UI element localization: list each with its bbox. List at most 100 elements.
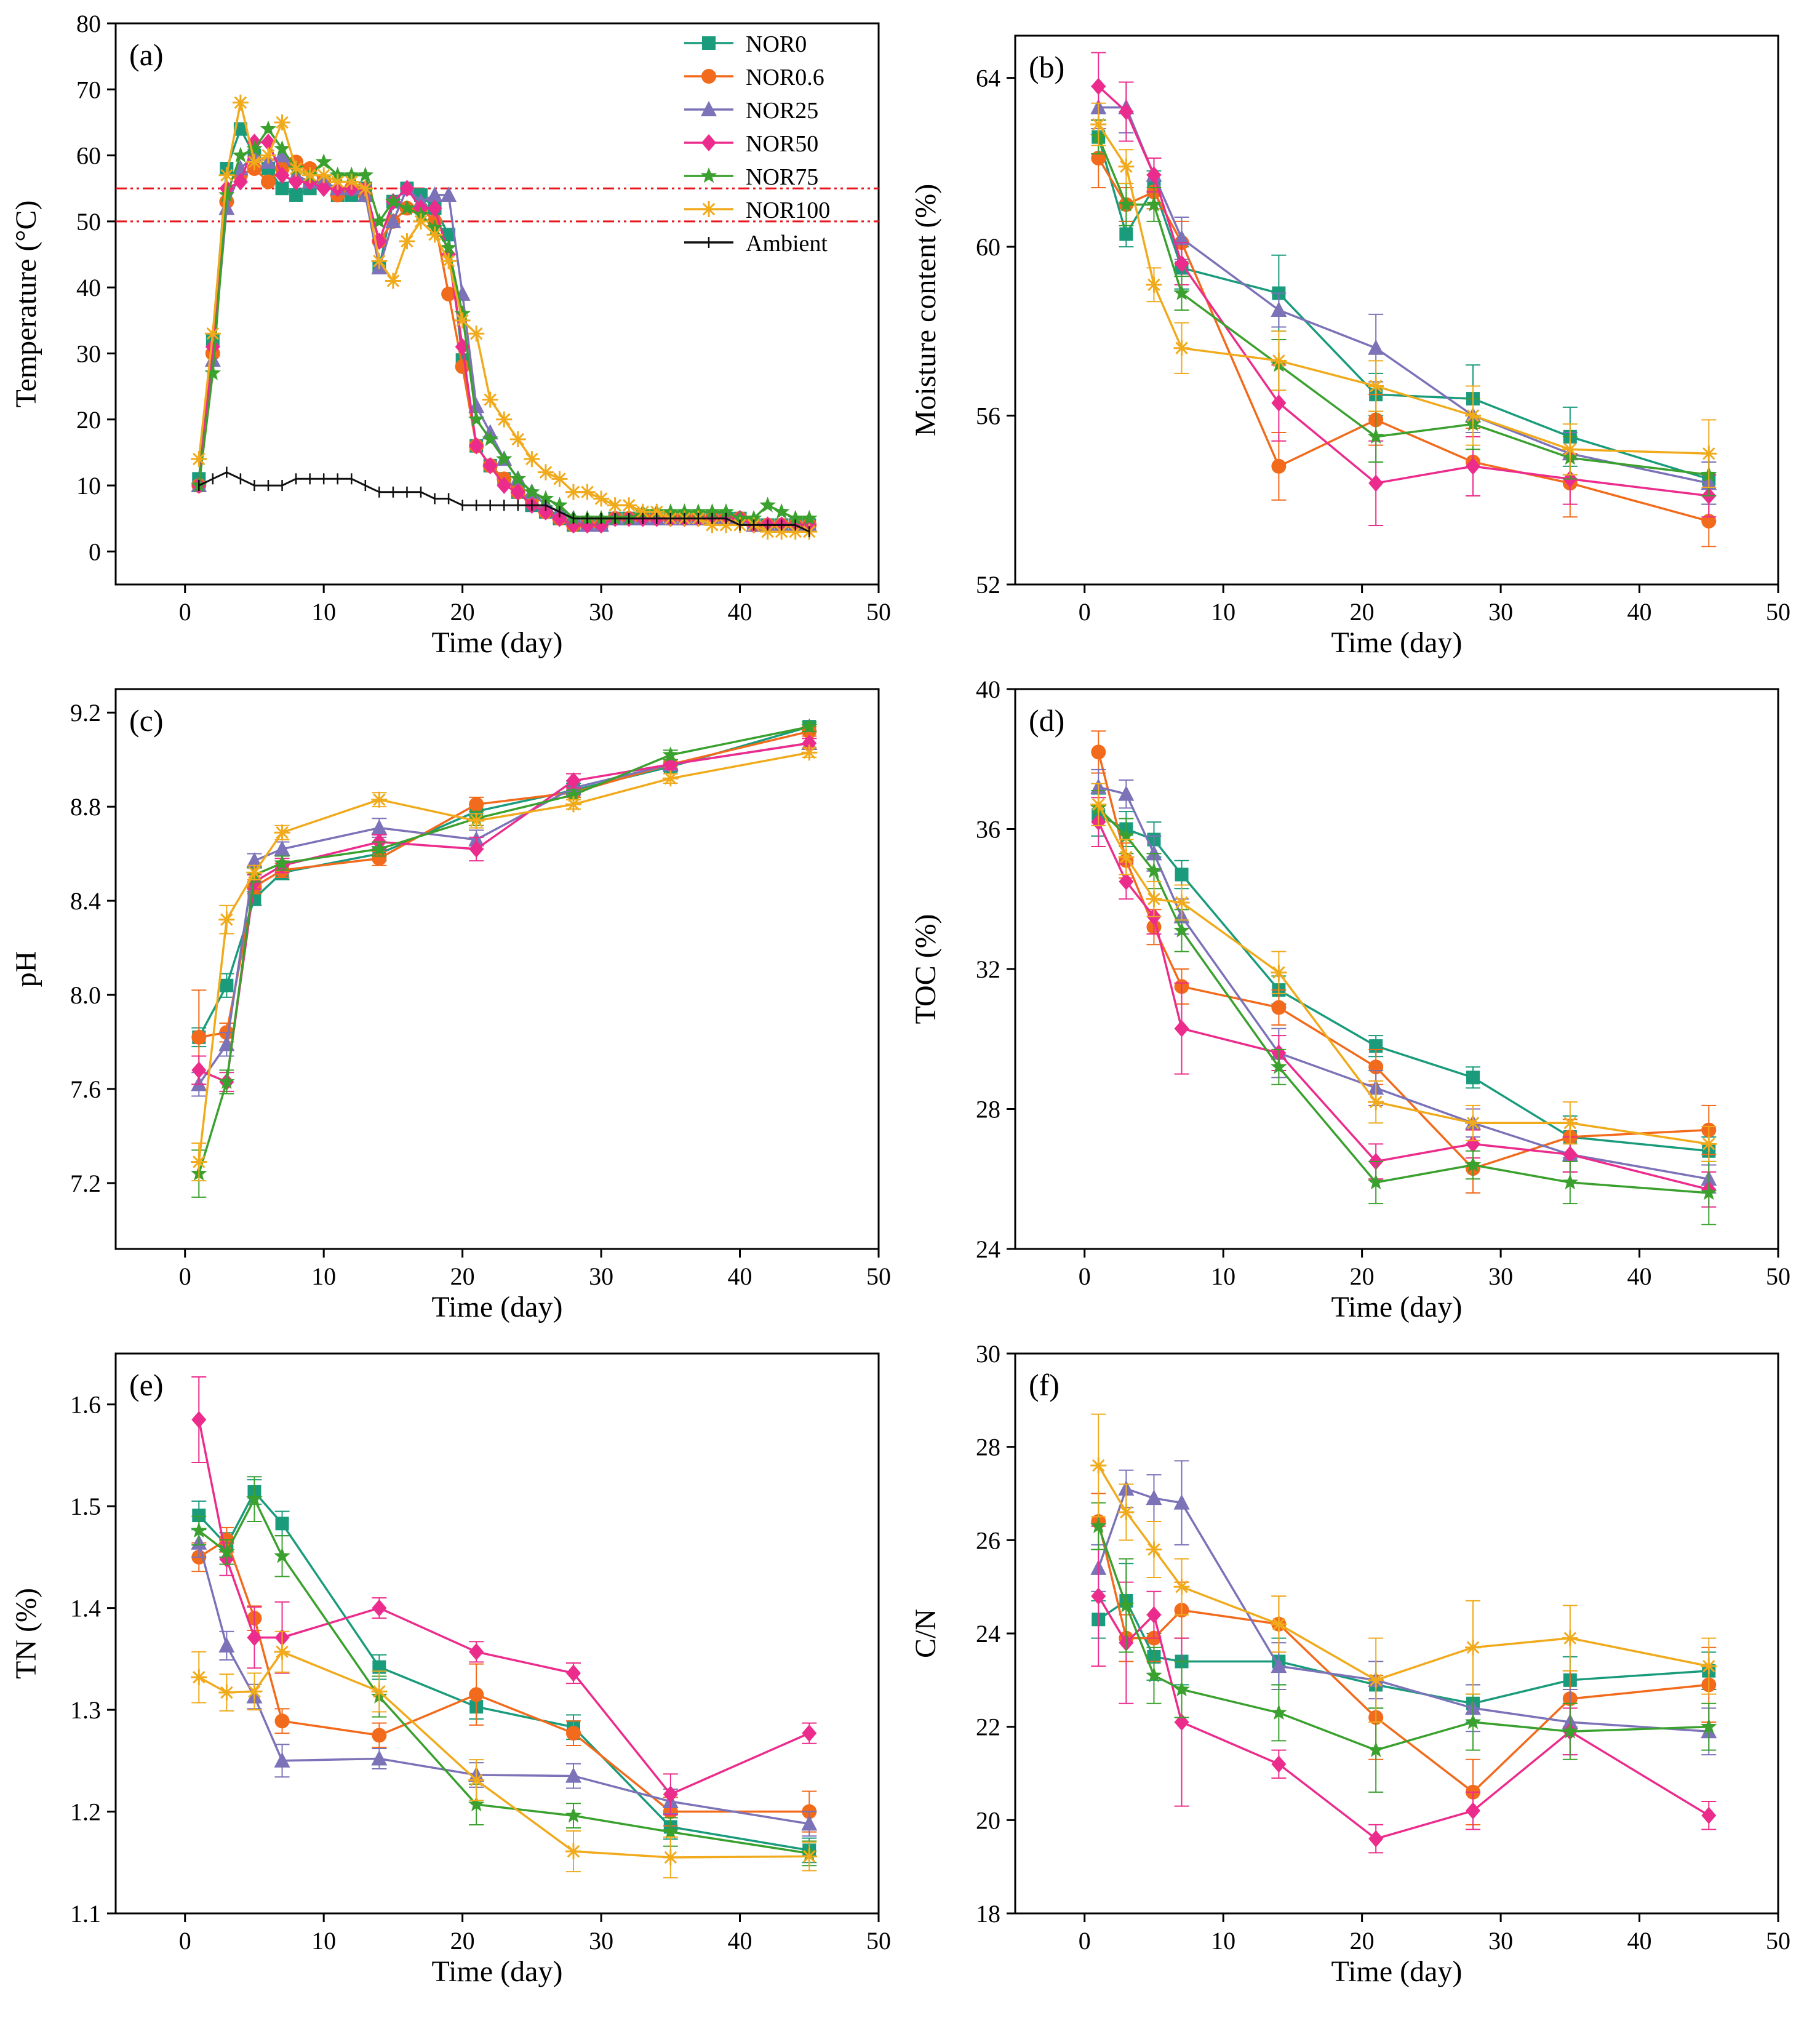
data-point [662,1849,679,1865]
x-tick-label: 20 [450,1262,475,1290]
data-point [440,239,457,255]
series-line [198,1419,810,1796]
data-point [469,797,484,812]
x-tick-label: 20 [450,1927,475,1955]
data-point [1271,964,1287,981]
data-point [1368,378,1384,394]
data-point [1367,1173,1384,1190]
data-point [1119,227,1133,241]
series-NOR0.6 [191,724,817,1085]
data-point [649,503,665,520]
series-line [1098,814,1709,1152]
data-point [385,193,402,209]
data-point [509,470,527,486]
y-tick-label: 0 [89,538,101,565]
data-point [426,186,443,202]
data-point [565,786,582,802]
x-tick-label: 10 [1211,1927,1235,1955]
data-point [1118,849,1135,865]
data-point [565,796,581,813]
data-point [1090,1517,1107,1533]
data-point [274,1752,290,1768]
data-point [1174,1019,1189,1037]
data-point [218,911,235,928]
data-point [482,457,498,474]
y-tick-label: 1.1 [70,1900,101,1928]
y-tick-label: 56 [976,402,1000,430]
y-tick-label: 64 [976,65,1000,92]
y-tick-label: 60 [976,233,1000,261]
data-point [1146,862,1162,879]
data-point [1119,872,1134,890]
y-tick-label: 10 [76,472,101,500]
data-point [566,1664,581,1682]
data-point [537,490,554,506]
data-point [372,1660,386,1674]
x-tick-label: 40 [1627,598,1652,626]
x-tick-label: 0 [179,598,191,626]
data-point [718,517,734,533]
data-point [316,167,332,183]
data-point [1271,1058,1287,1074]
data-point [1173,922,1190,938]
data-point [1090,1458,1107,1474]
series-line [199,730,810,1039]
series-line [1097,137,1709,481]
data-point [218,1637,235,1653]
y-tick-label: 52 [976,571,1000,599]
chart-f: 0 10 20 30 40 50 18 20 22 24 26 28 30 Time (day) C/N (f… [909,1340,1790,1988]
data-point [1464,1713,1482,1729]
data-point [315,153,332,169]
data-point [301,167,318,183]
y-tick-label: 32 [976,955,1000,983]
data-point [662,1823,679,1839]
data-point [427,199,442,217]
series-NOR50 [191,734,817,1092]
y-axis-label: Moisture content (%) [909,184,942,437]
y-tick-label: 8.0 [70,981,101,1009]
data-point [469,437,484,455]
data-point [1271,1657,1287,1673]
legend-marker [701,134,716,151]
plot-frame [1014,34,1779,586]
series-line [1097,1595,1710,1840]
y-tick-label: 36 [976,816,1000,843]
series-NOR100 [1090,102,1717,489]
data-point [468,1772,485,1789]
data-point [1562,441,1578,458]
y-axis-label: TOC (%) [909,914,942,1024]
data-point [1118,158,1135,175]
data-point [1562,1630,1578,1646]
y-tick-label: 1.3 [70,1696,101,1724]
data-point [1146,845,1162,861]
data-point [1368,474,1384,492]
x-tick-label: 0 [1079,1927,1091,1955]
data-point [246,852,263,868]
data-point [413,213,429,229]
data-point [1701,1806,1717,1824]
data-point [565,1767,581,1783]
x-tick-label: 50 [1766,1262,1790,1290]
data-point [289,173,304,191]
data-point [205,338,220,356]
series-NOR0.6 [1091,730,1717,1194]
data-point [371,819,388,835]
legend-entry: NOR100 [746,197,830,223]
x-tick-label: 10 [1211,598,1235,626]
legend-entry: NOR0 [746,31,807,57]
y-tick-label: 9.2 [70,699,101,727]
y-tick-label: 28 [976,1434,1000,1461]
x-tick-label: 30 [589,1927,613,1955]
y-tick-label: 50 [76,208,101,236]
y-tick-label: 1.2 [70,1798,101,1826]
legend-entry: NOR50 [746,131,818,157]
series-NOR50 [1091,1525,1717,1854]
y-tick-label: 40 [76,274,101,301]
data-point [1146,196,1162,212]
data-point [1173,1579,1190,1595]
series-line [1098,86,1709,497]
data-point [704,517,720,533]
data-point [218,167,235,183]
data-point [1271,1755,1287,1773]
data-point [1173,1681,1190,1697]
